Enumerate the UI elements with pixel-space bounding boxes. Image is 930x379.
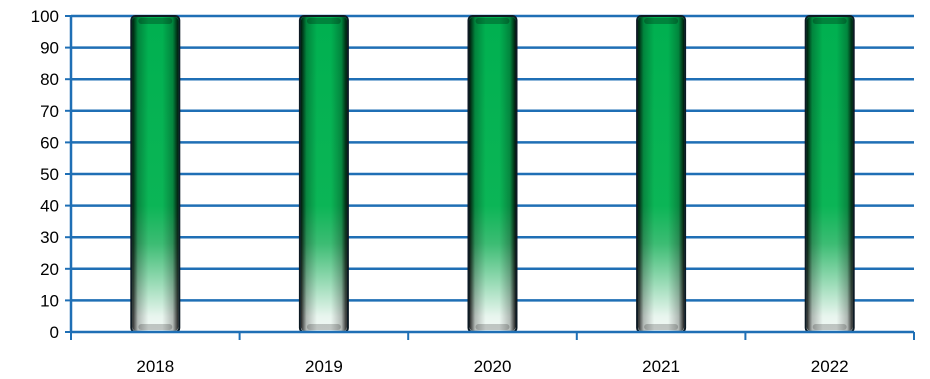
bar-bevel-top (138, 18, 173, 24)
bar-bevel-bottom (812, 324, 847, 330)
y-tick-label: 80 (40, 70, 59, 89)
y-tick-label: 20 (40, 260, 59, 279)
bar-bevel-top (306, 18, 341, 24)
bar-2018 (130, 15, 181, 333)
y-tick-label: 70 (40, 102, 59, 121)
y-tick-label: 0 (50, 323, 59, 342)
x-tick-label: 2021 (642, 357, 680, 376)
bar-bevel-top (644, 18, 679, 24)
x-tick-label: 2020 (474, 357, 512, 376)
x-tick-label: 2018 (136, 357, 174, 376)
bar-bevel-bottom (644, 324, 679, 330)
bar-shading (300, 17, 347, 331)
y-tick-label: 60 (40, 133, 59, 152)
bars (130, 15, 855, 333)
y-tick-label: 90 (40, 39, 59, 58)
y-tick-label: 10 (40, 291, 59, 310)
y-tick-label: 50 (40, 165, 59, 184)
bar-2019 (298, 15, 349, 333)
bar-bevel-bottom (475, 324, 510, 330)
bar-bevel-top (475, 18, 510, 24)
x-tick-label: 2022 (811, 357, 849, 376)
y-tick-label: 40 (40, 197, 59, 216)
y-tick-label: 30 (40, 228, 59, 247)
bar-bevel-bottom (306, 324, 341, 330)
tick-labels: 0 10 20 30 40 50 60 70 80 90 100 2018 2019 2020 2021 20… (31, 7, 849, 376)
bar-2022 (804, 15, 855, 333)
bar-bevel-bottom (138, 324, 173, 330)
bar-2021 (636, 15, 687, 333)
bar-shading (638, 17, 685, 331)
bar-2020 (467, 15, 518, 333)
axes (65, 15, 915, 340)
x-tick-label: 2019 (305, 357, 343, 376)
y-tick-label: 100 (31, 7, 59, 26)
bar-shading (132, 17, 179, 331)
bar-shading (806, 17, 853, 331)
bar-shading (469, 17, 516, 331)
bar-bevel-top (812, 18, 847, 24)
